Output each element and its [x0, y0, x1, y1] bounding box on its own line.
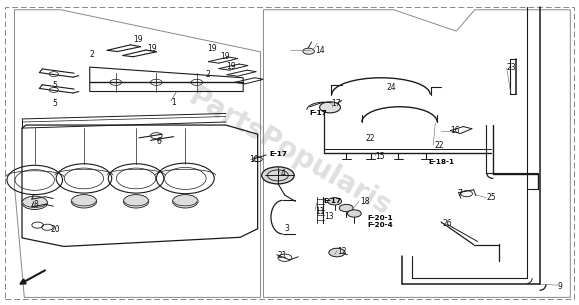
Text: 13: 13: [324, 212, 334, 221]
Text: 26: 26: [443, 219, 453, 228]
Text: PartsPopularis: PartsPopularis: [184, 83, 395, 222]
Text: 10: 10: [249, 155, 259, 164]
Text: 5: 5: [52, 81, 57, 90]
Text: 12: 12: [337, 247, 346, 256]
Text: 1: 1: [171, 98, 175, 107]
Text: 17: 17: [331, 99, 341, 108]
Text: E-17: E-17: [323, 198, 341, 204]
Text: 18: 18: [360, 197, 369, 206]
Circle shape: [320, 102, 340, 113]
Text: 19: 19: [148, 44, 157, 53]
Text: F-20-4: F-20-4: [368, 222, 393, 228]
Text: E-17: E-17: [270, 151, 288, 157]
Text: 11: 11: [316, 206, 325, 216]
Circle shape: [123, 195, 149, 208]
Circle shape: [339, 204, 353, 212]
Text: 24: 24: [387, 83, 397, 92]
Circle shape: [328, 198, 342, 205]
Text: F-20-1: F-20-1: [368, 215, 393, 221]
Text: 4: 4: [280, 169, 285, 178]
Text: 14: 14: [316, 46, 325, 55]
Circle shape: [303, 48, 314, 54]
Text: 2: 2: [206, 70, 210, 79]
Circle shape: [262, 167, 294, 184]
Text: 9: 9: [558, 282, 562, 291]
Text: 7: 7: [457, 189, 462, 198]
Circle shape: [173, 195, 198, 208]
Text: 22: 22: [434, 141, 444, 150]
Text: 15: 15: [375, 152, 385, 161]
Text: 21: 21: [277, 251, 287, 260]
Text: 16: 16: [450, 126, 460, 135]
Text: 8: 8: [34, 200, 38, 209]
Text: 22: 22: [366, 134, 375, 143]
Circle shape: [347, 210, 361, 217]
Text: 19: 19: [220, 52, 230, 61]
Text: 3: 3: [285, 224, 290, 233]
Text: 19: 19: [207, 44, 217, 53]
Text: 19: 19: [226, 62, 236, 71]
Circle shape: [71, 195, 97, 208]
Text: 6: 6: [156, 137, 161, 146]
Text: 2: 2: [90, 50, 94, 59]
Text: E-18-1: E-18-1: [428, 159, 455, 165]
Text: 20: 20: [51, 225, 61, 234]
Text: 19: 19: [133, 35, 143, 44]
Text: 25: 25: [486, 193, 496, 202]
Circle shape: [22, 196, 47, 210]
Circle shape: [329, 248, 345, 257]
Text: F-17: F-17: [310, 110, 327, 116]
FancyBboxPatch shape: [5, 7, 574, 299]
Text: 23: 23: [507, 63, 516, 72]
Text: 5: 5: [52, 99, 57, 108]
